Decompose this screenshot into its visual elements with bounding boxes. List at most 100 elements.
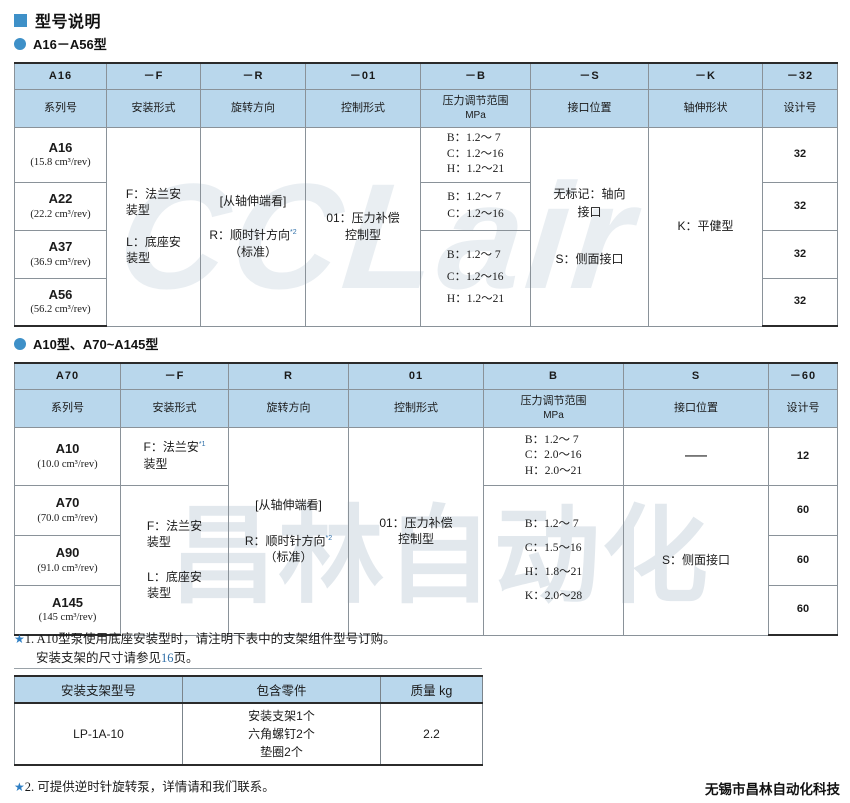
- section-title: 型号说明: [14, 8, 101, 32]
- t2-design-3: 60: [768, 584, 838, 636]
- t2-design-0: 12: [768, 426, 838, 486]
- t2-code-1: －F: [120, 362, 229, 390]
- t2-mounting-a10-mark: *1: [198, 441, 206, 449]
- table1-name-row: 系列号 安装形式 旋转方向 控制形式 压力调节范围 MPa 接口位置 轴伸形状 …: [14, 88, 838, 128]
- t2-design-1: 60: [768, 484, 838, 536]
- t2-rotation-cw-text: R：顺时针方向: [244, 533, 326, 548]
- t2-series-0-model: A10: [55, 441, 80, 457]
- t1-series-1-model: A22: [48, 191, 73, 207]
- footnote-1: ★1. A10型泵使用底座安装型时，请注明下表中的支架组件型号订购。 安装支架的…: [14, 630, 534, 669]
- round-bullet-icon-2: [14, 337, 26, 350]
- t2-name-0: 系列号: [14, 388, 121, 428]
- t1-shaft-text: K：平健型: [677, 219, 734, 234]
- t2-pressure-0-0: B：1.2～ 7: [524, 433, 579, 446]
- t2-pressure-0-list: B：1.2～ 7 C：2.0～16 H：2.0～21: [525, 433, 582, 480]
- t2-name-2: 旋转方向: [228, 388, 349, 428]
- footnote-1-text2b: 页。: [173, 651, 199, 666]
- t2-series-2-model: A90: [55, 545, 80, 561]
- table-row: A56 (56.2 cm³/rev) 32: [14, 277, 838, 327]
- t1-pressure-1-list: B：1.2～ 7 C：1.2～16: [447, 189, 504, 224]
- square-bullet-icon: [14, 13, 27, 27]
- bracket-part-2: 垫圈2个: [260, 745, 303, 759]
- t2-series-3: A145 (145 cm³/rev): [14, 584, 121, 636]
- table-row: A10 (10.0 cm³/rev) F：法兰安*1 装型 [从轴伸端看] R：…: [14, 426, 838, 636]
- t2-mounting-a10-text: F：法兰安: [143, 440, 199, 455]
- t2-port-side-cell: S：侧面接口: [623, 484, 769, 636]
- t2-pressure-1-1: C：1.5～16: [524, 541, 582, 554]
- t2-control: 01：压力补偿 控制型: [348, 426, 484, 636]
- t2-series-1: A70 (70.0 cm³/rev): [14, 484, 121, 536]
- t2-name-6: 设计号: [768, 388, 838, 428]
- t1-name-0: 系列号: [14, 88, 107, 128]
- t2-rotation: [从轴伸端看] R：顺时针方向*2 （标准）: [228, 426, 349, 636]
- t1-series-3-model: A56: [48, 286, 73, 302]
- t2-rotation-note: [从轴伸端看]: [255, 497, 322, 512]
- t2-pressure-1-2: H：1.8～21: [524, 566, 583, 578]
- t1-code-2: －R: [200, 62, 306, 90]
- divider-above-bracket-table: [14, 668, 482, 669]
- t1-name-7: 设计号: [762, 88, 838, 128]
- t1-pressure-0-list: B：1.2～ 7 C：1.2～16 H：1.2～21: [447, 131, 504, 178]
- bracket-header-1: 包含零件: [182, 675, 381, 704]
- t1-rotation-note: [从轴伸端看]: [219, 194, 287, 209]
- t2-port-side: S：侧面接口: [661, 552, 730, 567]
- t1-pressure-1-0: B：1.2～ 7: [447, 190, 501, 203]
- t2-pressure-1-0: B：1.2～ 7: [524, 517, 579, 530]
- round-bullet-icon: [14, 37, 26, 50]
- t1-code-0: A16: [14, 62, 107, 90]
- t1-mounting-foot: L：底座安 装型: [126, 235, 181, 266]
- t1-series-2-model: A37: [48, 239, 73, 255]
- footnote-1-num: 1.: [24, 632, 35, 646]
- t1-pressure-0-1: C：1.2～16: [446, 147, 504, 160]
- t1-series-0: A16 (15.8 cm³/rev): [14, 126, 107, 183]
- t1-rotation-standard: （标准）: [228, 244, 277, 259]
- t1-pressure-1: B：1.2～ 7 C：1.2～16: [420, 181, 531, 231]
- t1-series-3-disp: (56.2 cm³/rev): [30, 304, 91, 316]
- t1-code-1: －F: [106, 62, 201, 90]
- footnote-1-text1: A10型泵使用底座安装型时，请注明下表中的支架组件型号订购。: [36, 632, 396, 646]
- t1-code-6: －K: [648, 62, 763, 90]
- table-row: LP-1A-10 安装支架1个 六角螺钉2个 垫圈2个 2.2: [14, 702, 483, 766]
- bracket-header-0: 安装支架型号: [14, 675, 183, 704]
- t1-code-5: －S: [530, 62, 649, 90]
- t2-code-4: B: [483, 362, 624, 390]
- bracket-parts: 安装支架1个 六角螺钉2个 垫圈2个: [182, 702, 381, 766]
- bracket-header-2: 质量 kg: [380, 675, 483, 704]
- t2-series-0-disp: (10.0 cm³/rev): [37, 458, 98, 470]
- t1-shaft: K：平健型: [648, 126, 763, 327]
- t2-name-5: 接口位置: [623, 388, 769, 428]
- t2-code-2: R: [228, 362, 349, 390]
- t1-pressure-2-0: B：1.2～ 7: [446, 249, 501, 262]
- t2-name-1: 安装形式: [120, 388, 229, 428]
- table-row: A145 (145 cm³/rev) 60: [14, 584, 838, 636]
- t2-code-6: －60: [768, 362, 838, 390]
- t1-pressure-0-2: H：1.2～21: [446, 163, 505, 176]
- t1-pressure-0: B：1.2～ 7 C：1.2～16 H：1.2～21: [420, 126, 531, 183]
- star-icon-2: ★: [14, 780, 25, 794]
- bracket-model: LP-1A-10: [14, 702, 183, 766]
- t1-pressure-2-2: H：1.2～21: [446, 292, 505, 305]
- t1-name-5: 接口位置: [530, 88, 649, 128]
- section-title-text: 型号说明: [35, 14, 102, 31]
- t1-series-3: A56 (56.2 cm³/rev): [14, 277, 107, 327]
- table-row: A90 (91.0 cm³/rev) 60: [14, 534, 838, 586]
- footnote-1-line1: ★1. A10型泵使用底座安装型时，请注明下表中的支架组件型号订购。: [14, 630, 534, 649]
- t2-control-text: 01：压力补偿 控制型: [379, 515, 453, 546]
- footnote-2-num: 2.: [24, 780, 35, 794]
- t1-rotation-cw-text: R：顺时针方向: [209, 228, 291, 243]
- t2-name-4-unit: MPa: [543, 409, 564, 421]
- t1-pressure-0-0: B：1.2～ 7: [446, 132, 501, 145]
- footnote-2: ★2. 可提供逆时针旋转泵，详情请和我们联系。: [14, 778, 275, 797]
- t2-pressure-1-list: B：1.2～ 7 C：1.5～16 H：1.8～21 K：2.0～28: [525, 512, 582, 609]
- t2-mounting-flange: F：法兰安 装型: [146, 519, 203, 550]
- model-code-table-a16-a56: A16 －F －R －01 －B －S －K －32 系列号 安装形式 旋转方向…: [14, 62, 838, 327]
- t2-series-1-disp: (70.0 cm³/rev): [37, 512, 98, 524]
- table-row: A16 (15.8 cm³/rev) F：法兰安 装型 L：底座安 装型 [从轴…: [14, 126, 838, 327]
- bracket-parts-table: 安装支架型号 包含零件 质量 kg LP-1A-10 安装支架1个 六角螺钉2个…: [14, 675, 483, 766]
- t2-series-3-model: A145: [51, 594, 84, 610]
- model-code-table-a10-a145: A70 －F R 01 B S －60 系列号 安装形式 旋转方向 控制形式 压…: [14, 362, 838, 636]
- t1-code-7: －32: [762, 62, 838, 90]
- t1-name-4: 压力调节范围 MPa: [420, 88, 531, 128]
- subtitle-table2-text: A10型、A70~A145型: [33, 337, 159, 352]
